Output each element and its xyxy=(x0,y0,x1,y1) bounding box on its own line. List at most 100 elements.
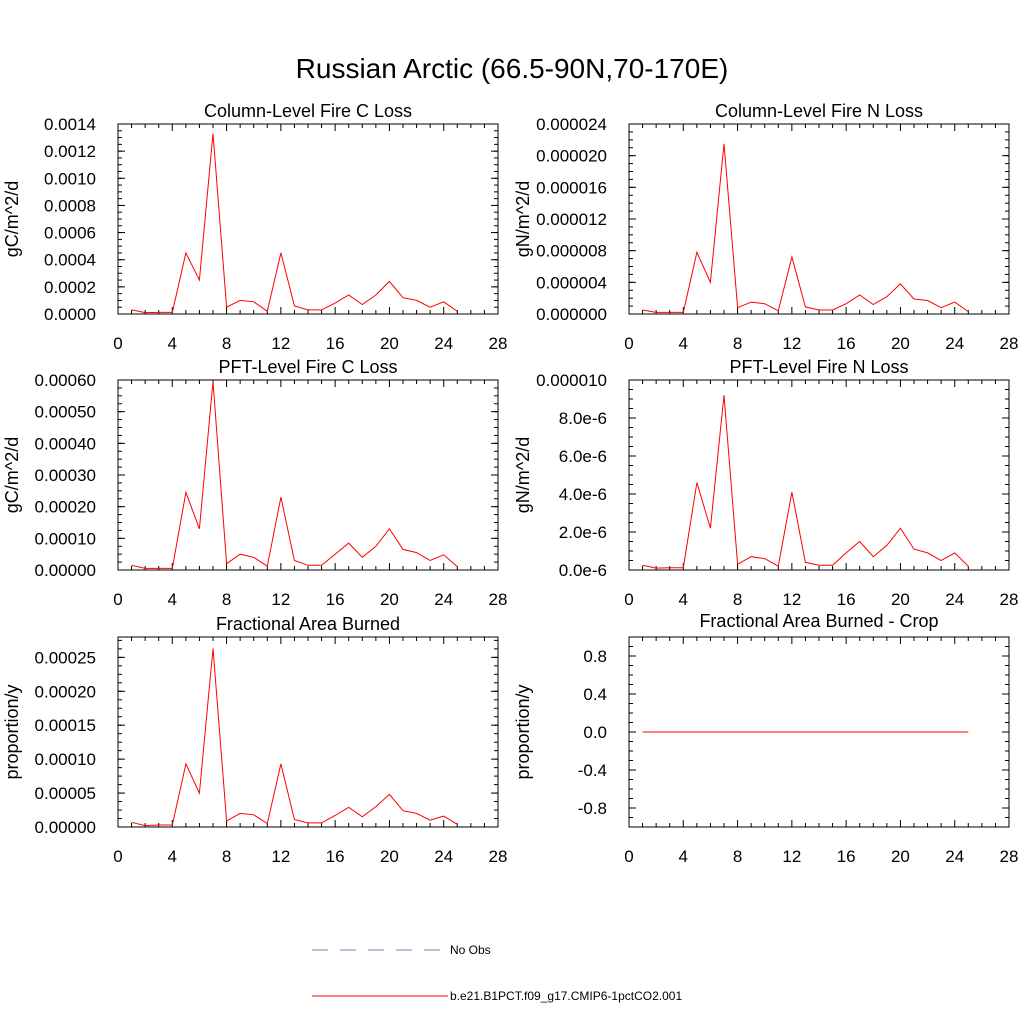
y-tick-label: -0.4 xyxy=(578,761,607,780)
x-tick-label: 0 xyxy=(624,847,633,866)
y-tick-label: 6.0e-6 xyxy=(559,447,607,466)
y-tick-label: 0.000020 xyxy=(536,147,607,166)
x-tick-label: 16 xyxy=(837,847,856,866)
x-tick-label: 24 xyxy=(945,334,964,353)
x-tick-label: 12 xyxy=(271,334,290,353)
x-tick-label: 24 xyxy=(945,590,964,609)
y-tick-label: 4.0e-6 xyxy=(559,485,607,504)
y-tick-label: 0.000016 xyxy=(536,178,607,197)
y-axis-label: gN/m^2/d xyxy=(513,181,533,257)
x-tick-label: 16 xyxy=(837,590,856,609)
y-axis-label: gC/m^2/d xyxy=(2,181,22,257)
y-tick-label: 0.000000 xyxy=(536,305,607,324)
x-tick-label: 0 xyxy=(624,590,633,609)
y-axis-label: gC/m^2/d xyxy=(2,437,22,513)
x-tick-label: 24 xyxy=(434,334,453,353)
y-tick-label: 0.000004 xyxy=(536,273,607,292)
legend: No Obs b.e21.B1PCT.f09_g17.CMIP6-1pctCO2… xyxy=(312,943,682,1003)
panel-6: Fractional Area Burned - Crop proportion/… xyxy=(513,611,1018,866)
x-tick-label: 28 xyxy=(1000,334,1019,353)
y-axis-label: proportion/y xyxy=(2,684,22,779)
panel-2: Column-Level Fire N Loss gN/m^2/d 0 4 8 12 16 2… xyxy=(513,101,1018,353)
y-tick-label: 0.0004 xyxy=(44,251,96,270)
legend-label-model-run: b.e21.B1PCT.f09_g17.CMIP6-1pctCO2.001 xyxy=(450,989,682,1003)
panel-title: PFT-Level Fire C Loss xyxy=(218,357,397,377)
x-tick-label: 12 xyxy=(271,590,290,609)
x-tick-label: 4 xyxy=(168,847,177,866)
x-tick-label: 8 xyxy=(733,334,742,353)
y-tick-label: 0.00000 xyxy=(35,818,96,837)
panel-title: Fractional Area Burned xyxy=(216,614,400,634)
y-tick-label: 0.00020 xyxy=(35,682,96,701)
y-axis-label: proportion/y xyxy=(513,684,533,779)
y-tick-label: 0.0010 xyxy=(44,169,96,188)
y-tick-label: 0.000024 xyxy=(536,115,607,134)
plot-frame xyxy=(117,379,499,571)
x-tick-label: 20 xyxy=(380,847,399,866)
x-tick-label: 24 xyxy=(945,847,964,866)
x-tick-label: 20 xyxy=(891,334,910,353)
x-tick-label: 12 xyxy=(782,847,801,866)
panel-4: PFT-Level Fire N Loss gN/m^2/d 0 4 8 12 16 20 24… xyxy=(513,357,1018,609)
panel-title: Column-Level Fire N Loss xyxy=(715,101,923,121)
y-tick-label: 0.0006 xyxy=(44,224,96,243)
x-tick-label: 4 xyxy=(168,590,177,609)
plot-frame xyxy=(628,379,1010,571)
series-line xyxy=(131,648,458,827)
y-tick-label: 0.0e-6 xyxy=(559,561,607,580)
y-tick-label: 0.00010 xyxy=(35,750,96,769)
x-tick-label: 20 xyxy=(891,590,910,609)
x-tick-label: 12 xyxy=(782,334,801,353)
y-tick-label: 0.000010 xyxy=(536,371,607,390)
y-tick-label: 2.0e-6 xyxy=(559,523,607,542)
y-tick-label: 0.00060 xyxy=(35,371,96,390)
x-tick-label: 24 xyxy=(434,847,453,866)
y-tick-label: 0.0012 xyxy=(44,142,96,161)
plot-frame xyxy=(628,123,1010,315)
y-tick-label: 0.00050 xyxy=(35,403,96,422)
y-tick-label: 0.00030 xyxy=(35,466,96,485)
x-tick-label: 8 xyxy=(733,847,742,866)
x-tick-label: 12 xyxy=(782,590,801,609)
panel-title: PFT-Level Fire N Loss xyxy=(729,357,908,377)
series-line xyxy=(642,143,969,313)
y-tick-label: 0.00020 xyxy=(35,498,96,517)
x-tick-label: 8 xyxy=(222,590,231,609)
y-tick-label: 0.0 xyxy=(583,723,607,742)
y-tick-label: 0.00025 xyxy=(35,648,96,667)
y-tick-label: 0.00005 xyxy=(35,784,96,803)
x-tick-label: 16 xyxy=(326,590,345,609)
x-tick-label: 4 xyxy=(168,334,177,353)
y-tick-label: 0.0014 xyxy=(44,115,96,134)
series-line xyxy=(131,381,458,569)
x-tick-label: 0 xyxy=(113,590,122,609)
panels: Column-Level Fire C Loss gC/m^2/d 0 4 8 12 16 2… xyxy=(2,101,1018,866)
x-tick-label: 16 xyxy=(837,334,856,353)
y-tick-label: 0.4 xyxy=(583,685,607,704)
y-tick-label: -0.8 xyxy=(578,799,607,818)
y-tick-label: 0.0000 xyxy=(44,305,96,324)
x-tick-label: 8 xyxy=(222,847,231,866)
x-tick-label: 24 xyxy=(434,590,453,609)
panel-title: Fractional Area Burned - Crop xyxy=(699,611,938,631)
y-tick-label: 0.00010 xyxy=(35,529,96,548)
series-line xyxy=(642,395,969,569)
x-tick-label: 28 xyxy=(1000,590,1019,609)
legend-entry-model-run: b.e21.B1PCT.f09_g17.CMIP6-1pctCO2.001 xyxy=(312,989,682,1003)
x-tick-label: 0 xyxy=(624,334,633,353)
x-tick-label: 20 xyxy=(380,334,399,353)
legend-entry-no-obs: No Obs xyxy=(312,943,491,957)
x-tick-label: 28 xyxy=(489,334,508,353)
x-tick-label: 16 xyxy=(326,334,345,353)
y-tick-label: 0.00015 xyxy=(35,716,96,735)
x-tick-label: 0 xyxy=(113,847,122,866)
x-tick-label: 0 xyxy=(113,334,122,353)
plot-frame xyxy=(117,123,499,315)
y-tick-label: 0.0008 xyxy=(44,196,96,215)
x-tick-label: 16 xyxy=(326,847,345,866)
x-tick-label: 28 xyxy=(489,590,508,609)
y-tick-label: 0.00000 xyxy=(35,561,96,580)
x-tick-label: 28 xyxy=(1000,847,1019,866)
y-tick-label: 0.0002 xyxy=(44,278,96,297)
y-tick-label: 8.0e-6 xyxy=(559,409,607,428)
